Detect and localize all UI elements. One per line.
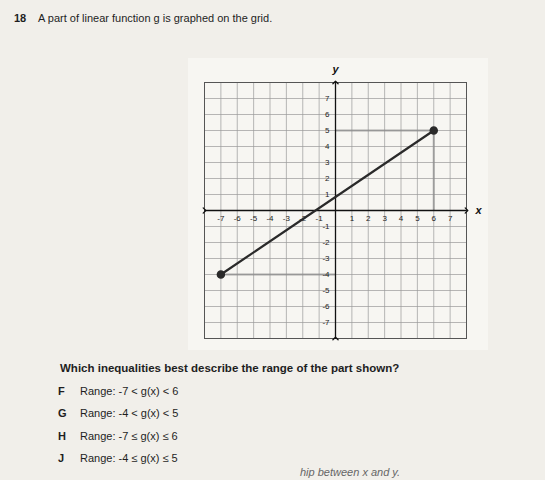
svg-text:1: 1	[325, 190, 330, 199]
html-text:18: 18	[14, 12, 27, 24]
svg-text:2: 2	[366, 214, 371, 223]
svg-text:4: 4	[399, 214, 404, 223]
svg-text:-3: -3	[283, 214, 291, 223]
svg-text:7: 7	[448, 214, 453, 223]
html-text:Range: -7 < g(x) < 6: Range: -7 < g(x) < 6	[80, 385, 179, 397]
svg-text:-5: -5	[322, 286, 330, 295]
html-text:Range: -4 ≤ g(x) ≤ 5: Range: -4 ≤ g(x) ≤ 5	[80, 452, 178, 464]
svg-text:3: 3	[382, 214, 387, 223]
svg-text:3: 3	[325, 158, 330, 167]
svg-text:-7: -7	[322, 318, 330, 327]
svg-text:5: 5	[325, 126, 330, 135]
html-text:H: H	[58, 430, 66, 442]
svg-text:x: x	[474, 204, 482, 216]
svg-text:-4: -4	[322, 270, 330, 279]
html-text:Which inequalities best descri: Which inequalities best describe the ran…	[60, 362, 400, 374]
svg-text:6: 6	[432, 214, 437, 223]
svg-text:-1: -1	[315, 214, 323, 224]
html-text:Range: -4 < g(x) < 5: Range: -4 < g(x) < 5	[80, 407, 179, 419]
svg-text:6: 6	[325, 110, 330, 119]
svg-text:-6: -6	[322, 302, 330, 311]
svg-text:-2: -2	[322, 238, 330, 247]
html-text:J: J	[58, 452, 65, 464]
svg-text:2: 2	[325, 174, 330, 183]
html-text:hip between x and y.: hip between x and y.	[300, 466, 401, 478]
svg-text:-6: -6	[234, 214, 242, 223]
svg-text:5: 5	[415, 214, 420, 223]
svg-text:-2: -2	[299, 214, 307, 224]
html-text:A part of linear function g is: A part of linear function g is graphed o…	[38, 12, 273, 24]
html-text:F: F	[58, 385, 65, 397]
svg-text:-1: -1	[322, 222, 330, 231]
svg-text:1: 1	[350, 214, 355, 223]
svg-text:-5: -5	[250, 214, 258, 223]
svg-text:-4: -4	[266, 214, 274, 223]
html-text:G: G	[58, 407, 67, 419]
svg-text:-3: -3	[322, 254, 330, 263]
svg-text:y: y	[331, 63, 339, 75]
html-text:Range: -7 ≤ g(x) ≤ 6: Range: -7 ≤ g(x) ≤ 6	[80, 430, 178, 442]
svg-text:-7: -7	[217, 214, 225, 223]
svg-text:7: 7	[325, 94, 330, 103]
svg-text:4: 4	[325, 142, 330, 151]
